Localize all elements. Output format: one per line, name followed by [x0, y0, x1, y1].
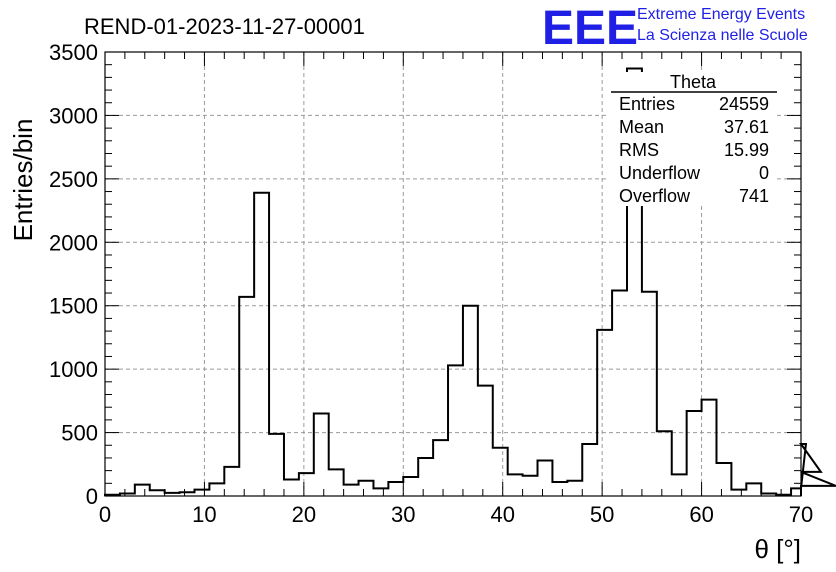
stats-row-value: 37.61 [724, 117, 769, 137]
x-tick-label: 40 [490, 502, 514, 527]
histogram-bin [463, 306, 478, 496]
stats-row-label: Entries [619, 94, 675, 114]
histogram-bin [329, 469, 344, 496]
chart-title: REND-01-2023-11-27-00001 [84, 14, 365, 39]
histogram-bin [567, 481, 582, 496]
histogram-bin [254, 193, 269, 496]
histogram-bin [314, 414, 329, 496]
axis-ticks [104, 51, 802, 497]
histogram-bin [284, 480, 299, 496]
y-tick-label: 0 [86, 484, 98, 509]
histogram-bin [150, 490, 165, 496]
plot-frame [104, 51, 802, 497]
histogram-bin [418, 458, 433, 496]
stats-row-label: Underflow [619, 163, 701, 183]
histogram-bin [702, 400, 717, 496]
stats-row-value: 24559 [719, 94, 769, 114]
histogram-bin [135, 485, 150, 496]
histogram-bin [687, 411, 702, 496]
histogram-bin [746, 483, 761, 496]
histogram-bin [582, 444, 597, 496]
y-tick-label: 3000 [49, 103, 98, 128]
histogram-bin [731, 490, 746, 496]
histogram-bin [433, 440, 448, 496]
logo-line-2: La Scienza nelle Scuole [637, 27, 808, 44]
x-tick-label: 60 [689, 502, 713, 527]
histogram-bin [344, 485, 359, 496]
histogram-bin [672, 474, 687, 496]
histogram-bin [612, 290, 627, 496]
eee-logo: EEE Extreme Energy Events La Scienza nel… [542, 2, 808, 55]
histogram-bin [373, 488, 388, 496]
stats-row-label: Overflow [619, 186, 691, 206]
histogram-outline [104, 67, 836, 496]
logo-line-1: Extreme Energy Events [637, 6, 805, 23]
histogram-bin [209, 483, 224, 496]
x-axis-title: θ [°] [754, 534, 801, 564]
histogram-bin [105, 495, 120, 496]
histogram-bin [120, 493, 135, 496]
histogram-bin [194, 490, 209, 496]
histogram-bin [791, 488, 801, 496]
histogram-bin [403, 477, 418, 496]
histogram-bin [538, 460, 553, 496]
x-tick-label: 20 [292, 502, 316, 527]
histogram-bin [224, 467, 239, 496]
x-tick-label: 0 [99, 502, 111, 527]
histogram-bin [776, 495, 791, 496]
y-tick-labels: 0 500 1000 1500 2000 2500 3000 3500 [49, 40, 98, 509]
y-tick-label: 2000 [49, 230, 98, 255]
histogram-bin [388, 482, 403, 496]
histogram-bin [239, 297, 254, 496]
histogram-bin [180, 492, 195, 496]
histogram-bin [627, 68, 642, 496]
stats-row-value: 741 [739, 186, 769, 206]
stats-row-value: 15.99 [724, 140, 769, 160]
x-tick-label: 50 [590, 502, 614, 527]
histogram-bin [269, 434, 284, 496]
y-axis-title: Entries/bin [8, 119, 38, 242]
x-tick-labels: 0 10 20 30 40 50 60 70 [99, 502, 813, 527]
stats-row-label: RMS [619, 140, 659, 160]
histogram-bin [597, 330, 612, 496]
histogram-bin [657, 431, 672, 496]
histogram-bin [299, 473, 314, 496]
logo-letters: EEE [542, 2, 638, 55]
histogram-bin [642, 292, 657, 496]
histogram-bin [493, 448, 508, 496]
stats-box: Theta Entries 24559 Mean 37.61 RMS 15.99 Under… [609, 72, 777, 206]
stats-rows: Entries 24559 Mean 37.61 RMS 15.99 Underflow 0 O… [619, 94, 769, 206]
histogram-bin [165, 493, 180, 496]
stats-row-label: Mean [619, 117, 664, 137]
histogram-bin [552, 482, 567, 496]
histogram-bin [523, 476, 538, 496]
histogram-bin [478, 386, 493, 496]
y-tick-label: 2500 [49, 167, 98, 192]
stats-box-title: Theta [670, 72, 717, 92]
histogram-bin [761, 493, 776, 496]
y-tick-label: 1500 [49, 294, 98, 319]
histogram-bin [359, 481, 374, 496]
y-tick-label: 500 [61, 421, 98, 446]
stats-row-value: 0 [759, 163, 769, 183]
y-tick-label: 3500 [49, 40, 98, 65]
x-tick-label: 10 [192, 502, 216, 527]
histogram-bin [508, 474, 523, 496]
histogram-bin [716, 463, 731, 496]
x-tick-label: 30 [391, 502, 415, 527]
y-tick-label: 1000 [49, 357, 98, 382]
x-tick-label: 70 [789, 502, 813, 527]
stats-box-background [609, 72, 777, 206]
histogram-bin [448, 365, 463, 496]
